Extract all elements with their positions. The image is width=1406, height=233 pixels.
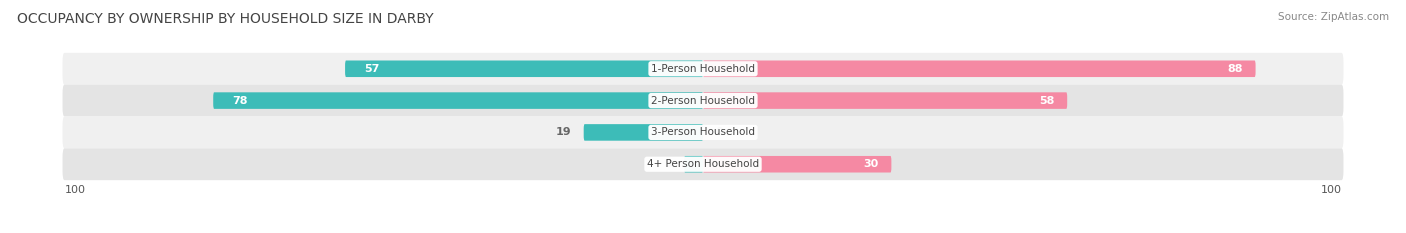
Text: Source: ZipAtlas.com: Source: ZipAtlas.com <box>1278 12 1389 22</box>
FancyBboxPatch shape <box>703 61 1256 77</box>
FancyBboxPatch shape <box>703 92 1067 109</box>
Text: 2-Person Household: 2-Person Household <box>651 96 755 106</box>
FancyBboxPatch shape <box>214 92 703 109</box>
FancyBboxPatch shape <box>703 156 891 172</box>
FancyBboxPatch shape <box>344 61 703 77</box>
Text: OCCUPANCY BY OWNERSHIP BY HOUSEHOLD SIZE IN DARBY: OCCUPANCY BY OWNERSHIP BY HOUSEHOLD SIZE… <box>17 12 433 26</box>
Text: 3-Person Household: 3-Person Household <box>651 127 755 137</box>
Text: 88: 88 <box>1227 64 1243 74</box>
Text: 1-Person Household: 1-Person Household <box>651 64 755 74</box>
Text: 57: 57 <box>364 64 380 74</box>
Text: 4+ Person Household: 4+ Person Household <box>647 159 759 169</box>
Text: 3: 3 <box>664 159 672 169</box>
Text: 19: 19 <box>555 127 571 137</box>
Text: 0: 0 <box>716 127 723 137</box>
FancyBboxPatch shape <box>62 116 1344 148</box>
FancyBboxPatch shape <box>62 53 1344 85</box>
FancyBboxPatch shape <box>685 156 703 172</box>
FancyBboxPatch shape <box>62 148 1344 180</box>
Text: 78: 78 <box>232 96 247 106</box>
FancyBboxPatch shape <box>62 85 1344 116</box>
Text: 30: 30 <box>863 159 879 169</box>
Text: 58: 58 <box>1039 96 1054 106</box>
FancyBboxPatch shape <box>583 124 703 141</box>
